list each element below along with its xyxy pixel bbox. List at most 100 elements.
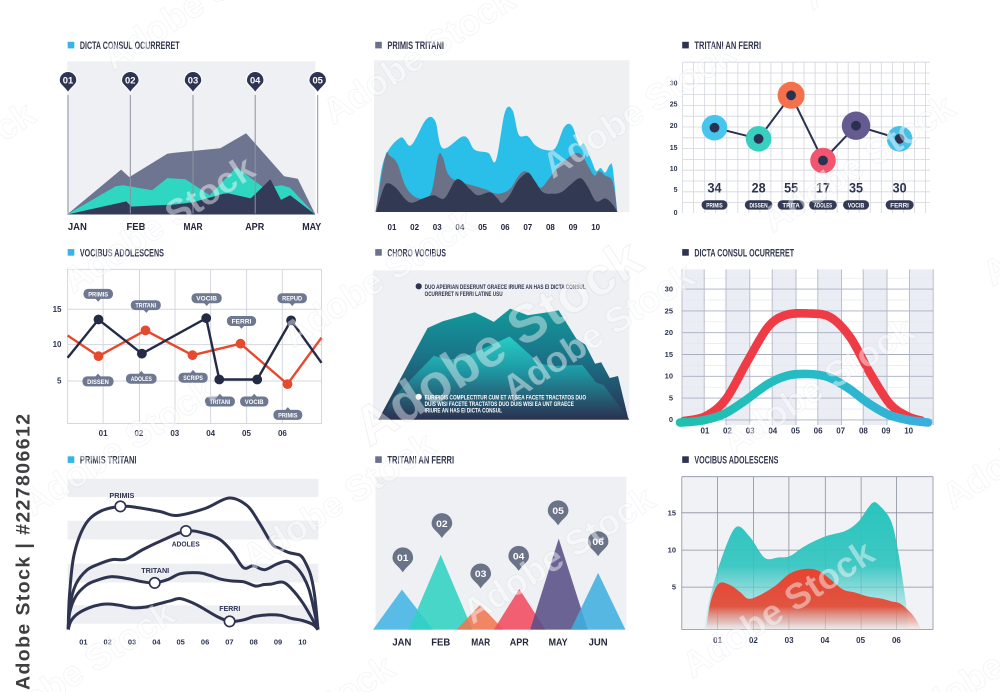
svg-text:05: 05	[312, 76, 323, 87]
svg-text:JUN: JUN	[589, 637, 608, 649]
svg-text:02: 02	[125, 76, 136, 87]
svg-text:FERRI: FERRI	[219, 604, 240, 613]
svg-text:02: 02	[723, 427, 732, 436]
svg-text:04: 04	[152, 638, 161, 647]
svg-text:02: 02	[749, 636, 758, 645]
svg-text:VOCIB: VOCIB	[245, 399, 264, 406]
svg-text:25: 25	[665, 306, 673, 315]
svg-text:FERRI: FERRI	[890, 202, 909, 209]
svg-text:FERRI: FERRI	[232, 319, 252, 326]
svg-text:04: 04	[250, 76, 261, 87]
svg-text:03: 03	[475, 569, 487, 579]
svg-text:06: 06	[278, 429, 287, 438]
svg-text:JAN: JAN	[392, 637, 411, 649]
svg-text:28: 28	[752, 179, 766, 195]
svg-text:08: 08	[250, 638, 258, 647]
svg-text:30: 30	[670, 81, 678, 88]
svg-text:35: 35	[849, 179, 863, 195]
svg-text:04: 04	[206, 429, 215, 438]
svg-text:07: 07	[523, 223, 532, 232]
svg-text:01: 01	[713, 636, 722, 645]
svg-text:15: 15	[668, 508, 676, 517]
svg-text:15: 15	[670, 145, 678, 152]
svg-text:02: 02	[436, 519, 448, 529]
svg-text:MAR: MAR	[184, 221, 203, 233]
svg-text:07: 07	[836, 427, 845, 436]
svg-text:JAN: JAN	[68, 221, 87, 233]
svg-text:06: 06	[501, 223, 510, 232]
svg-text:03: 03	[128, 638, 136, 647]
svg-text:DICTA CONSUL OCURRERET: DICTA CONSUL OCURRERET	[80, 40, 180, 52]
svg-text:06: 06	[201, 638, 209, 647]
svg-text:03: 03	[746, 427, 755, 436]
svg-text:5: 5	[674, 187, 678, 194]
svg-text:15: 15	[53, 305, 62, 314]
svg-text:VOCIB: VOCIB	[848, 202, 865, 209]
svg-text:VOCIB: VOCIB	[196, 296, 217, 303]
svg-text:VOCIBUS ADOLESCENS: VOCIBUS ADOLESCENS	[694, 455, 778, 467]
svg-text:PRIMIS: PRIMIS	[706, 202, 723, 209]
svg-text:05: 05	[791, 427, 800, 436]
svg-text:03: 03	[188, 76, 199, 87]
svg-text:TRITANI: TRITANI	[136, 303, 157, 310]
svg-text:10: 10	[904, 427, 913, 436]
svg-text:09: 09	[274, 638, 282, 647]
svg-text:08: 08	[859, 427, 868, 436]
svg-text:02: 02	[104, 638, 112, 647]
svg-text:30: 30	[893, 179, 907, 195]
svg-text:04: 04	[455, 223, 464, 232]
svg-text:TRITANI: TRITANI	[141, 566, 169, 575]
svg-text:04: 04	[820, 636, 829, 645]
svg-text:34: 34	[708, 179, 722, 195]
svg-text:55: 55	[784, 179, 798, 195]
svg-text:06: 06	[892, 636, 901, 645]
svg-text:APR: APR	[510, 637, 529, 649]
svg-text:APR: APR	[245, 221, 264, 233]
svg-text:20: 20	[670, 123, 678, 130]
svg-text:05: 05	[552, 506, 564, 516]
svg-text:20: 20	[665, 328, 673, 337]
svg-text:TRITANI: TRITANI	[210, 399, 231, 406]
svg-text:10: 10	[665, 372, 673, 381]
svg-text:05: 05	[478, 223, 487, 232]
svg-text:10: 10	[670, 166, 678, 173]
svg-text:25: 25	[670, 101, 678, 108]
svg-text:15: 15	[665, 350, 673, 359]
svg-text:10: 10	[668, 546, 676, 555]
svg-text:10: 10	[298, 638, 306, 647]
svg-text:5: 5	[57, 377, 62, 386]
svg-text:MAR: MAR	[471, 637, 490, 649]
svg-text:MAY: MAY	[302, 221, 321, 233]
svg-text:06: 06	[814, 427, 823, 436]
svg-text:TRITA: TRITA	[782, 202, 800, 209]
svg-text:01: 01	[99, 429, 108, 438]
svg-text:08: 08	[546, 223, 555, 232]
svg-text:IRIURE AN HAS EI DICTA CONSUL: IRIURE AN HAS EI DICTA CONSUL	[425, 409, 503, 415]
svg-text:17: 17	[816, 179, 830, 195]
svg-text:5: 5	[672, 583, 676, 592]
svg-text:09: 09	[882, 427, 891, 436]
svg-text:02: 02	[134, 429, 143, 438]
svg-text:OCURRERET N FERRI LATINE USU: OCURRERET N FERRI LATINE USU	[425, 292, 503, 298]
svg-text:DISSEN: DISSEN	[87, 379, 109, 386]
svg-text:05: 05	[177, 638, 185, 647]
svg-text:PRIMIS TRITANI: PRIMIS TRITANI	[387, 40, 444, 52]
svg-text:Adobe Stock | #227806612: Adobe Stock | #227806612	[13, 412, 35, 690]
svg-text:5: 5	[669, 393, 673, 402]
svg-text:FEB: FEB	[431, 637, 450, 649]
svg-text:03: 03	[785, 636, 794, 645]
svg-text:TRITANI AN FERRI: TRITANI AN FERRI	[694, 40, 761, 52]
svg-text:DUO APEIRIAN DESERUNT GRAECE I: DUO APEIRIAN DESERUNT GRAECE IRIURE AN H…	[425, 285, 586, 291]
svg-text:VOCIBUS ADOLESCENS: VOCIBUS ADOLESCENS	[80, 247, 164, 259]
svg-text:PRIMIS: PRIMIS	[109, 491, 134, 500]
svg-text:DISSEN: DISSEN	[750, 202, 769, 209]
svg-text:10: 10	[591, 223, 600, 232]
svg-text:01: 01	[388, 223, 397, 232]
svg-text:01: 01	[63, 76, 74, 87]
svg-text:01: 01	[397, 553, 409, 563]
svg-text:TRITANI AN FERRI: TRITANI AN FERRI	[387, 455, 454, 467]
svg-text:10: 10	[53, 340, 62, 349]
svg-text:02: 02	[410, 223, 419, 232]
svg-text:MAY: MAY	[549, 637, 568, 649]
svg-text:03: 03	[170, 429, 179, 438]
